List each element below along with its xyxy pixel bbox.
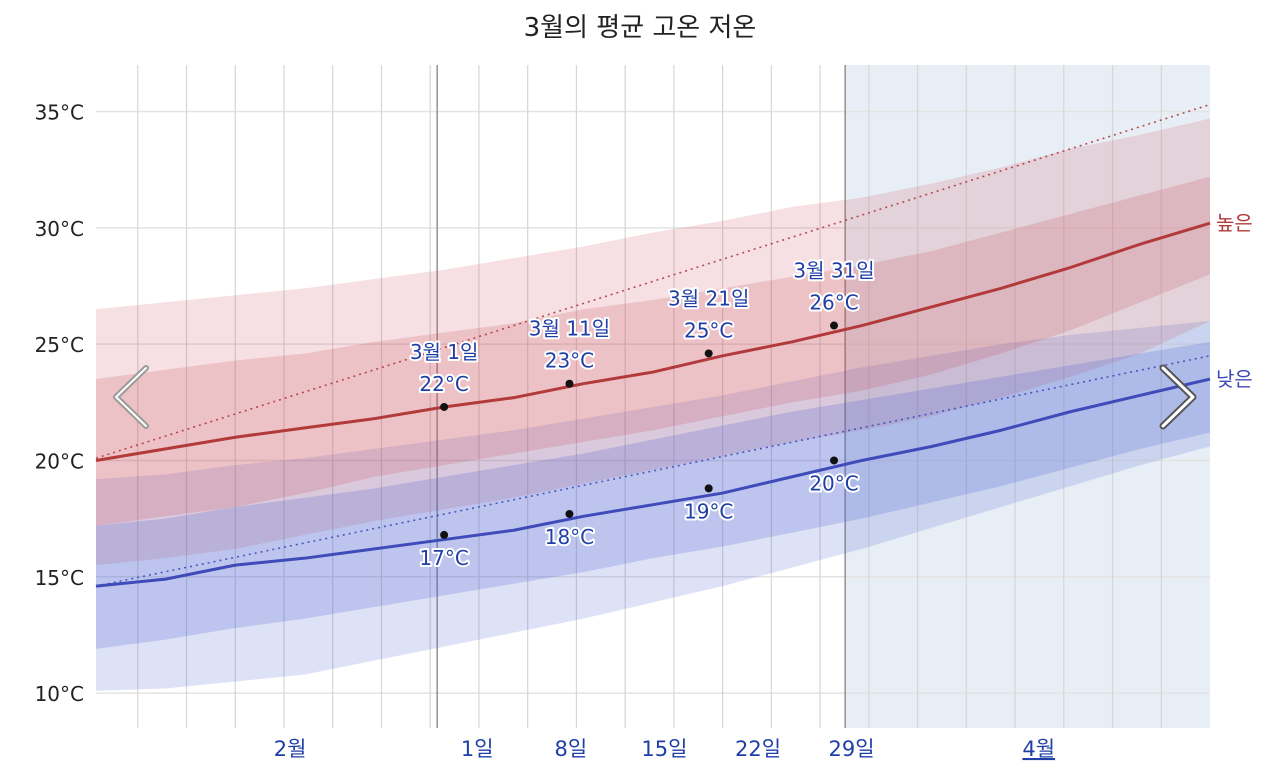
annotation-value: 18°C [545, 525, 594, 549]
y-tick-label: 20°C [35, 449, 84, 473]
high-trend-line [95, 103, 1211, 459]
high-outer-band [96, 118, 1210, 566]
annotation-point [704, 484, 713, 493]
annotation-value: 22°C [419, 372, 468, 396]
chevron-left-highlight [115, 367, 147, 427]
x-tick-label: 2월 [274, 737, 307, 761]
y-tick-label: 35°C [35, 101, 84, 125]
annotation-value: 23°C [545, 349, 594, 373]
annotation-point [565, 379, 574, 388]
annotation-point [565, 509, 574, 518]
annotation-point [830, 321, 839, 330]
annotation-date: 3월 1일 [410, 340, 479, 364]
chart-title: 3월의 평균 고온 저온 [524, 13, 757, 43]
annotation-point [440, 402, 449, 411]
x-tick-label: 8일 [554, 737, 587, 761]
annotation-date: 3월 31일 [793, 259, 874, 283]
prev-button[interactable] [113, 365, 149, 429]
annotation-point [440, 530, 449, 539]
y-tick-label: 30°C [35, 217, 84, 241]
annotation-point [704, 349, 713, 358]
high-series-line [95, 221, 1211, 462]
next-button[interactable] [1159, 364, 1197, 430]
x-tick-label: 15일 [641, 737, 687, 761]
low-series-line [95, 377, 1211, 588]
annotation-value: 25°C [684, 318, 733, 342]
annotation-point [830, 456, 839, 465]
annotation-value: 26°C [809, 291, 858, 315]
annotation-value: 19°C [684, 499, 733, 523]
series-label-low: 낮은 [1216, 367, 1253, 391]
chevron-right-highlight [1161, 366, 1195, 428]
annotation-value: 20°C [809, 471, 858, 495]
x-tick-label: 29일 [829, 737, 875, 761]
future-shade [845, 65, 1210, 728]
annotation-date: 3월 21일 [668, 286, 749, 310]
x-tick-label: 22일 [735, 737, 781, 761]
low-inner-band [96, 341, 1210, 649]
high-inner-band [96, 176, 1210, 526]
x-tick-label: 1일 [461, 737, 494, 761]
series-label-high: 높은 [1216, 211, 1253, 235]
y-tick-label: 25°C [35, 333, 84, 357]
annotation-date: 3월 11일 [529, 317, 610, 341]
y-tick-label: 15°C [35, 566, 84, 590]
annotation-value: 17°C [419, 546, 468, 570]
y-tick-label: 10°C [35, 682, 84, 706]
x-tick-label: 4월 [1022, 737, 1055, 761]
